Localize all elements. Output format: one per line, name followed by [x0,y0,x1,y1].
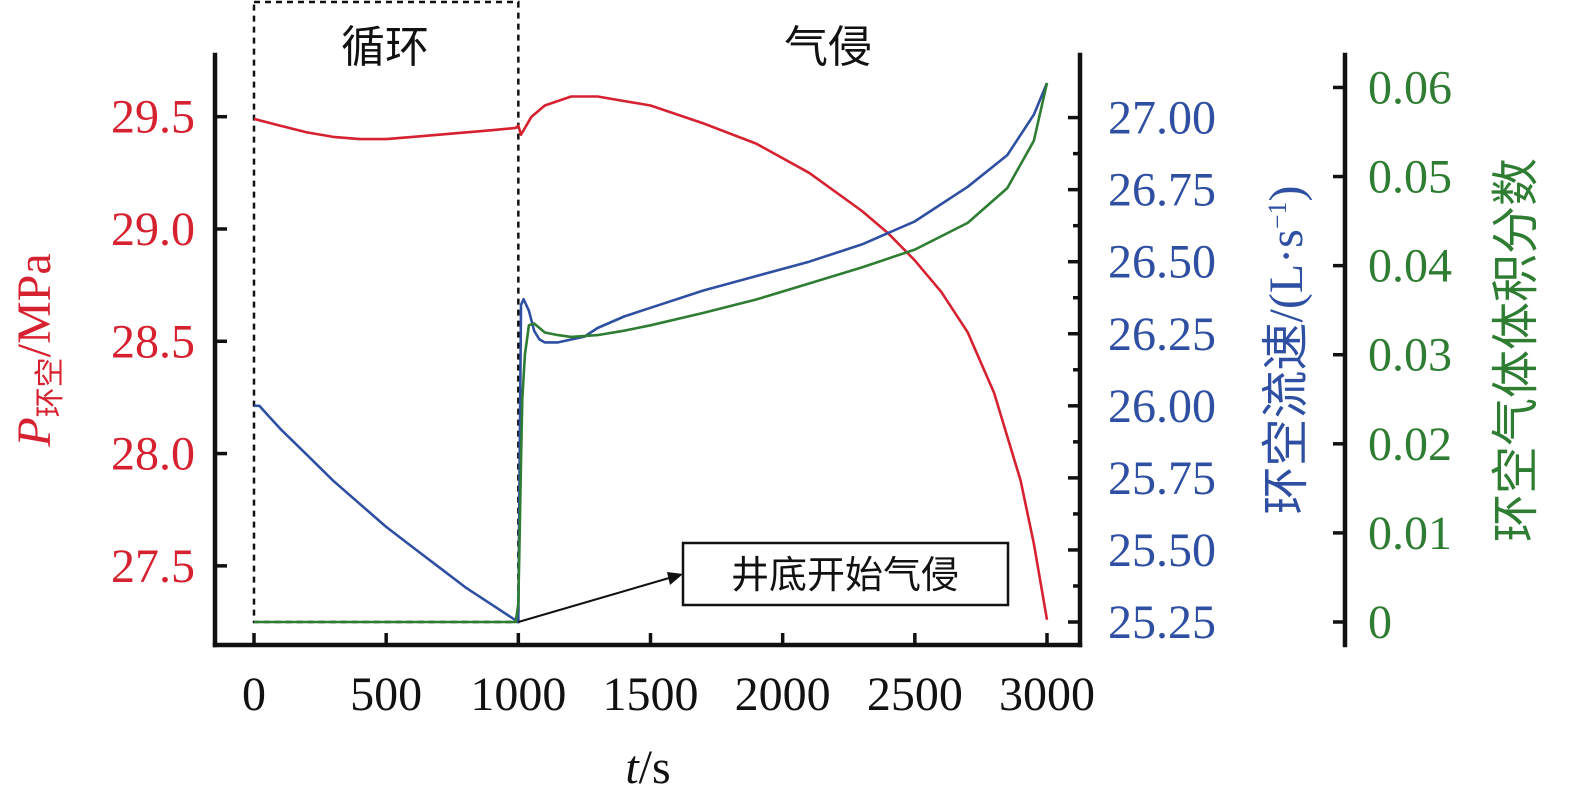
region-box-circulation [252,0,520,624]
x-axis-title-unit: /s [639,741,671,794]
left-axis-title: P环空/MPa [8,253,68,447]
right-axis-1-title-close: ) [1260,186,1313,202]
right-1-tick-label: 25.25 [1108,596,1216,649]
right-2-tick-label: 0 [1368,596,1392,649]
annotation-arrowhead [667,572,683,585]
right-2-tick-label: 0.04 [1368,240,1452,293]
right-2-tick-label: 0.03 [1368,329,1452,382]
right-1-tick-label: 26.25 [1108,308,1216,361]
series-layer [253,82,1049,624]
x-axis-title-var: t [625,741,640,794]
left-tick-label: 28.0 [111,428,195,481]
right-1-tick-label: 25.50 [1108,524,1216,577]
right-1-tick-label: 26.50 [1108,236,1216,289]
annotation-text: 井底开始气侵 [731,553,959,597]
left-tick-label: 29.5 [111,91,195,144]
series-line-right2 [254,82,1049,624]
x-tick-label: 3000 [999,668,1095,721]
right-2-tick-label: 0.02 [1368,418,1452,471]
right-1-tick-label: 25.75 [1108,452,1216,505]
right-2-tick-label: 0.06 [1368,61,1452,114]
right-axis-2-title: 环空气体体积分数 [1490,158,1543,542]
region-layer [252,0,520,624]
left-tick-label: 28.5 [111,315,195,368]
annotation-box [681,541,1010,607]
right-2-tick-label: 0.01 [1368,507,1452,560]
x-tick-label: 2000 [735,668,831,721]
x-tick-label: 1000 [470,668,566,721]
right-1-tick-label: 27.00 [1108,92,1216,145]
x-tick-label: 1500 [603,668,699,721]
x-axis-title: t/s [625,741,670,794]
region-label-gas-kick: 气侵 [784,22,872,73]
region-label-circulation: 循环 [341,22,429,73]
right-1-tick-label: 26.75 [1108,164,1216,217]
series-line-right1 [254,82,1049,624]
right-axis-1-title-sup: −1 [1263,202,1292,230]
annotation-arrow [518,575,677,623]
right-1-tick-label: 26.00 [1108,380,1216,433]
left-axis-title-unit: /MPa [8,253,61,357]
right-axis-1-title: 环空流速/(L·s−1) [1260,186,1313,515]
left-axis-title-sub: 环空 [33,357,68,417]
left-tick-label: 27.5 [111,540,195,593]
axes-layer: 0 500 1000 1500 2000 2500 3000 27.5 28.0 28.5 29.0… [111,52,1452,721]
right-axis-1-title-main: 环空流速/(L·s [1260,229,1313,514]
x-tick-label: 500 [350,668,422,721]
right-2-tick-label: 0.05 [1368,151,1452,204]
x-tick-label: 2500 [867,668,963,721]
x-tick-label: 0 [242,668,266,721]
left-tick-label: 29.0 [111,203,195,256]
series-line-left [253,95,1049,621]
left-axis-title-var: P [8,417,61,447]
